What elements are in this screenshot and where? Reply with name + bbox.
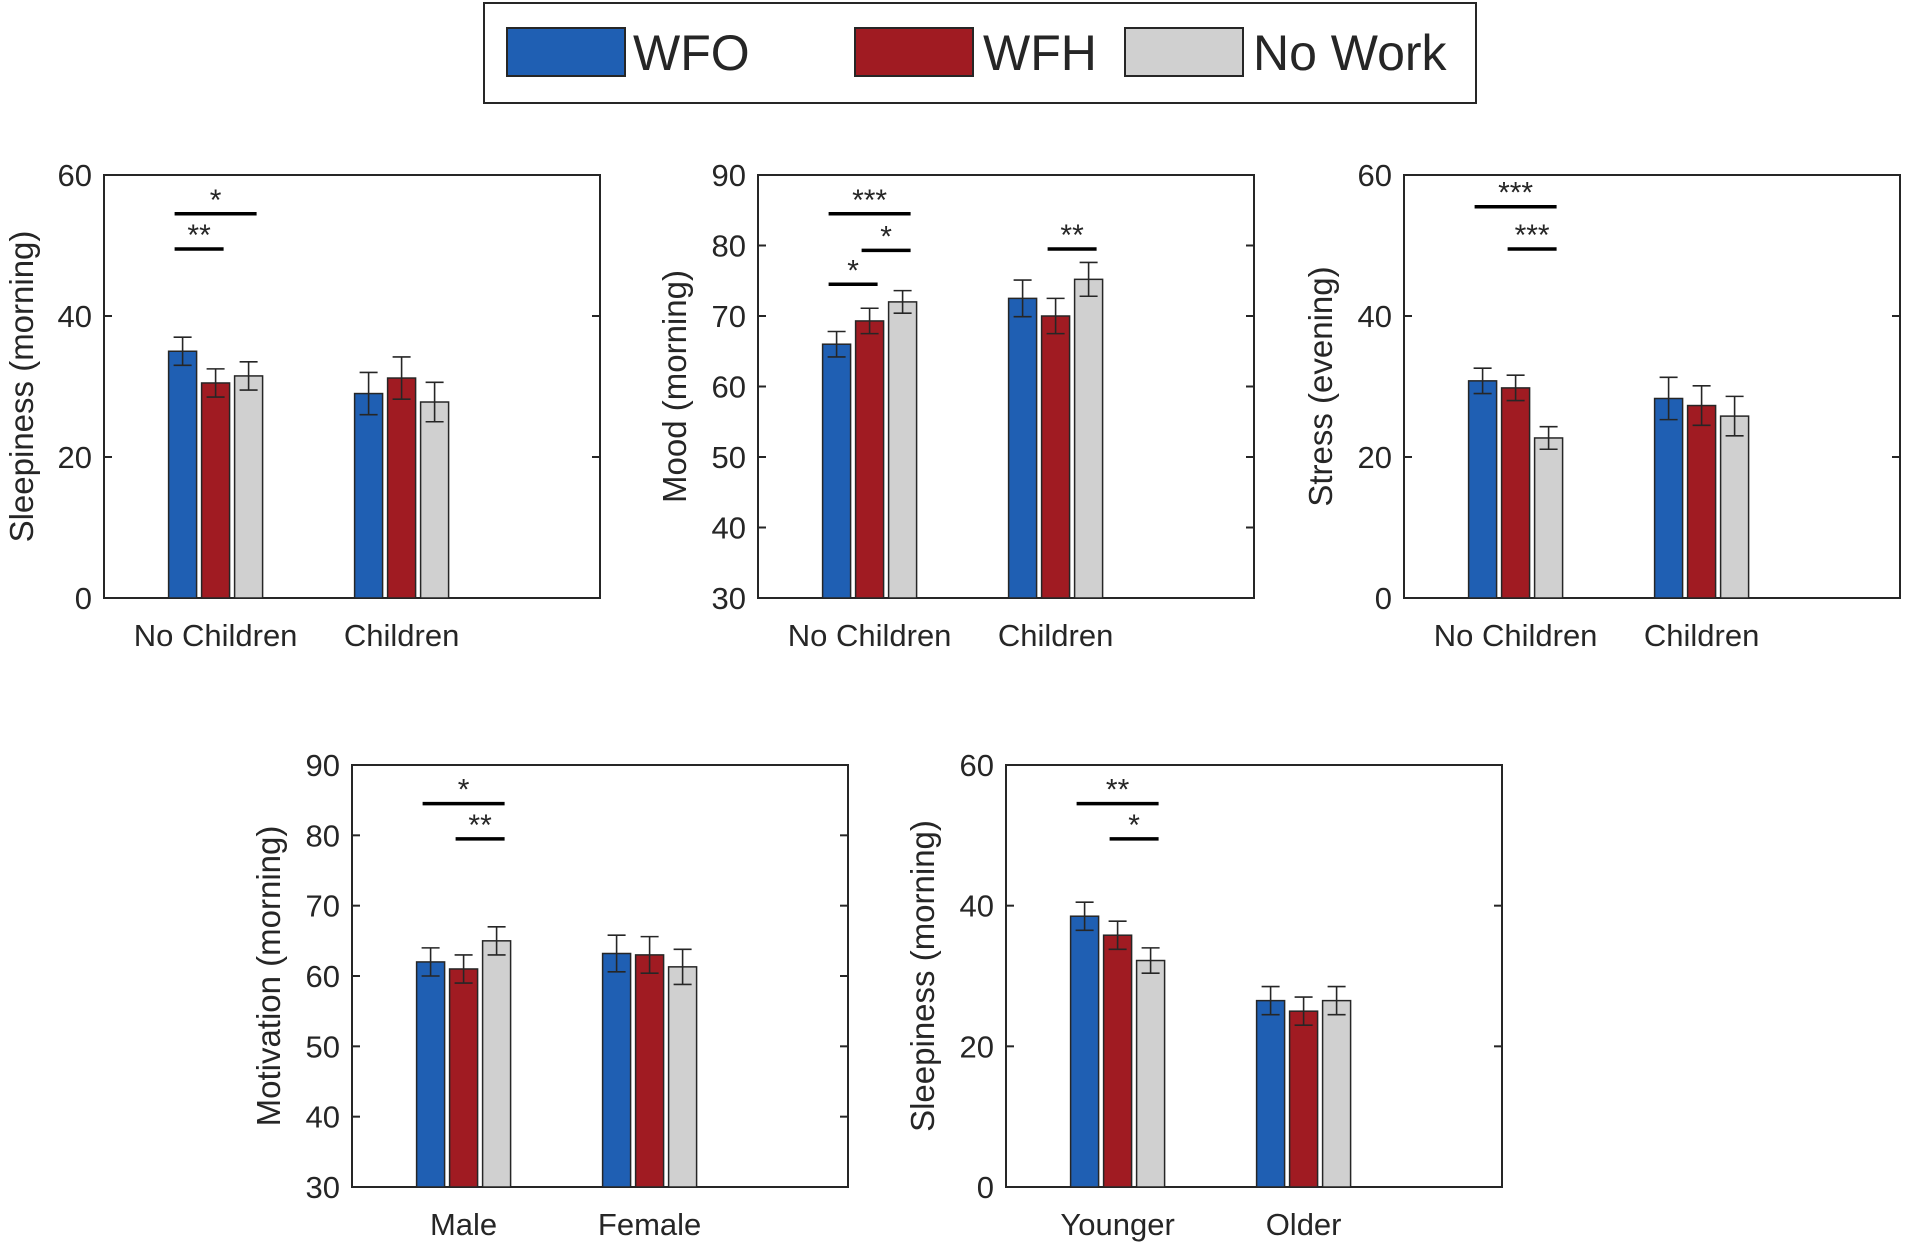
charts: 0 20 40 60 Sleepiness (morning) No Children Ch… <box>3 158 1901 1242</box>
y-tick-label: 80 <box>712 229 746 264</box>
category-label: Children <box>998 618 1113 653</box>
bar-no-work-older <box>1321 999 1352 1188</box>
y-tick-label: 90 <box>306 748 340 783</box>
significance-label: * <box>210 184 222 217</box>
bar-no-work-children <box>1719 415 1750 599</box>
legend: WFO WFH No Work <box>483 2 1477 104</box>
significance-label: ** <box>468 809 492 842</box>
significance-label: * <box>847 254 859 287</box>
bar-no-work-children <box>419 401 450 599</box>
chart-panel-5: 0 20 40 60 Sleepiness (morning) Younger Older *… <box>904 748 1503 1242</box>
bar-no-work-no-children <box>887 301 918 599</box>
y-axis-label: Stress (evening) <box>1302 266 1339 506</box>
bar-no-work-female <box>667 966 698 1188</box>
bar-wfh-no-children <box>200 382 231 599</box>
y-tick-label: 50 <box>712 440 746 475</box>
y-tick-label: 20 <box>960 1029 994 1064</box>
chart-panel-4: 30 40 50 60 70 80 90 Motivation (morning) Male Fe… <box>250 748 849 1242</box>
legend-box <box>483 2 1477 104</box>
bar-wfh-children <box>1686 404 1717 599</box>
y-tick-label: 60 <box>58 158 92 193</box>
bar-wfo-older <box>1255 999 1286 1188</box>
y-tick-label: 80 <box>306 818 340 853</box>
y-tick-label: 90 <box>712 158 746 193</box>
y-tick-label: 20 <box>58 440 92 475</box>
y-tick-label: 20 <box>1358 440 1392 475</box>
category-label: Older <box>1266 1207 1342 1242</box>
y-tick-label: 40 <box>1358 299 1392 334</box>
y-tick-label: 30 <box>712 581 746 616</box>
bar-wfo-no-children <box>167 350 198 599</box>
category-label: Children <box>1644 618 1759 653</box>
y-tick-label: 0 <box>977 1170 994 1205</box>
chart-panel-3: 0 20 40 60 Stress (evening) No Children Childr… <box>1302 158 1901 653</box>
bar-wfo-female <box>601 952 632 1188</box>
bar-no-work-younger <box>1135 959 1166 1188</box>
significance-label: *** <box>852 184 887 217</box>
y-tick-label: 60 <box>306 959 340 994</box>
category-label: No Children <box>788 618 952 653</box>
legend-swatch-wfo <box>506 27 626 77</box>
chart-panel-2: 30 40 50 60 70 80 90 Mood (morning) No Children C… <box>656 158 1255 653</box>
legend-label-wfo: WFO <box>633 25 750 81</box>
y-axis-label: Motivation (morning) <box>250 826 287 1127</box>
y-tick-label: 70 <box>306 889 340 924</box>
category-label: Male <box>430 1207 497 1242</box>
bar-wfh-children <box>386 377 417 599</box>
legend-label-wfh: WFH <box>983 25 1097 81</box>
significance-label: * <box>1128 809 1140 842</box>
legend-swatch-wfh <box>854 27 974 77</box>
bar-no-work-no-children <box>233 375 264 599</box>
bar-wfh-no-children <box>854 320 885 599</box>
bar-wfo-children <box>1007 297 1038 599</box>
y-tick-label: 0 <box>75 581 92 616</box>
bar-wfo-no-children <box>1467 380 1498 599</box>
category-label: No Children <box>134 618 298 653</box>
bar-wfh-older <box>1288 1010 1319 1188</box>
category-label: No Children <box>1434 618 1598 653</box>
bar-wfh-younger <box>1102 934 1133 1188</box>
significance-label: ** <box>187 219 211 252</box>
bar-wfo-no-children <box>821 343 852 599</box>
significance-label: ** <box>1106 774 1130 807</box>
bar-wfh-children <box>1040 315 1071 599</box>
y-tick-label: 40 <box>58 299 92 334</box>
bar-wfo-children <box>353 392 384 599</box>
y-tick-label: 60 <box>960 748 994 783</box>
bar-wfh-male <box>448 968 479 1188</box>
legend-label-no-work: No Work <box>1253 25 1448 81</box>
significance-label: *** <box>1498 177 1533 210</box>
bar-wfo-younger <box>1069 915 1100 1188</box>
y-axis-label: Mood (morning) <box>656 270 693 503</box>
y-tick-label: 50 <box>306 1029 340 1064</box>
y-tick-label: 60 <box>712 370 746 405</box>
chart-panel-1: 0 20 40 60 Sleepiness (morning) No Children Ch… <box>3 158 601 653</box>
bar-no-work-no-children <box>1533 437 1564 599</box>
bar-no-work-male <box>481 940 512 1188</box>
y-tick-label: 60 <box>1358 158 1392 193</box>
bar-wfh-no-children <box>1500 387 1531 599</box>
y-tick-label: 30 <box>306 1170 340 1205</box>
y-tick-label: 40 <box>960 889 994 924</box>
significance-label: * <box>880 220 892 253</box>
category-label: Younger <box>1060 1207 1174 1242</box>
significance-label: *** <box>1515 219 1550 252</box>
significance-label: * <box>458 774 470 807</box>
y-axis-label: Sleepiness (morning) <box>904 820 941 1132</box>
bar-no-work-children <box>1073 278 1104 599</box>
y-tick-label: 40 <box>712 511 746 546</box>
significance-label: ** <box>1060 219 1084 252</box>
category-label: Children <box>344 618 459 653</box>
y-tick-label: 40 <box>306 1100 340 1135</box>
legend-swatch-no-work <box>1124 27 1244 77</box>
bar-wfo-male <box>415 961 446 1188</box>
category-label: Female <box>598 1207 701 1242</box>
y-tick-label: 70 <box>712 299 746 334</box>
y-axis-label: Sleepiness (morning) <box>3 231 40 543</box>
bar-wfh-female <box>634 954 665 1188</box>
y-tick-label: 0 <box>1375 581 1392 616</box>
bar-wfo-children <box>1653 397 1684 599</box>
